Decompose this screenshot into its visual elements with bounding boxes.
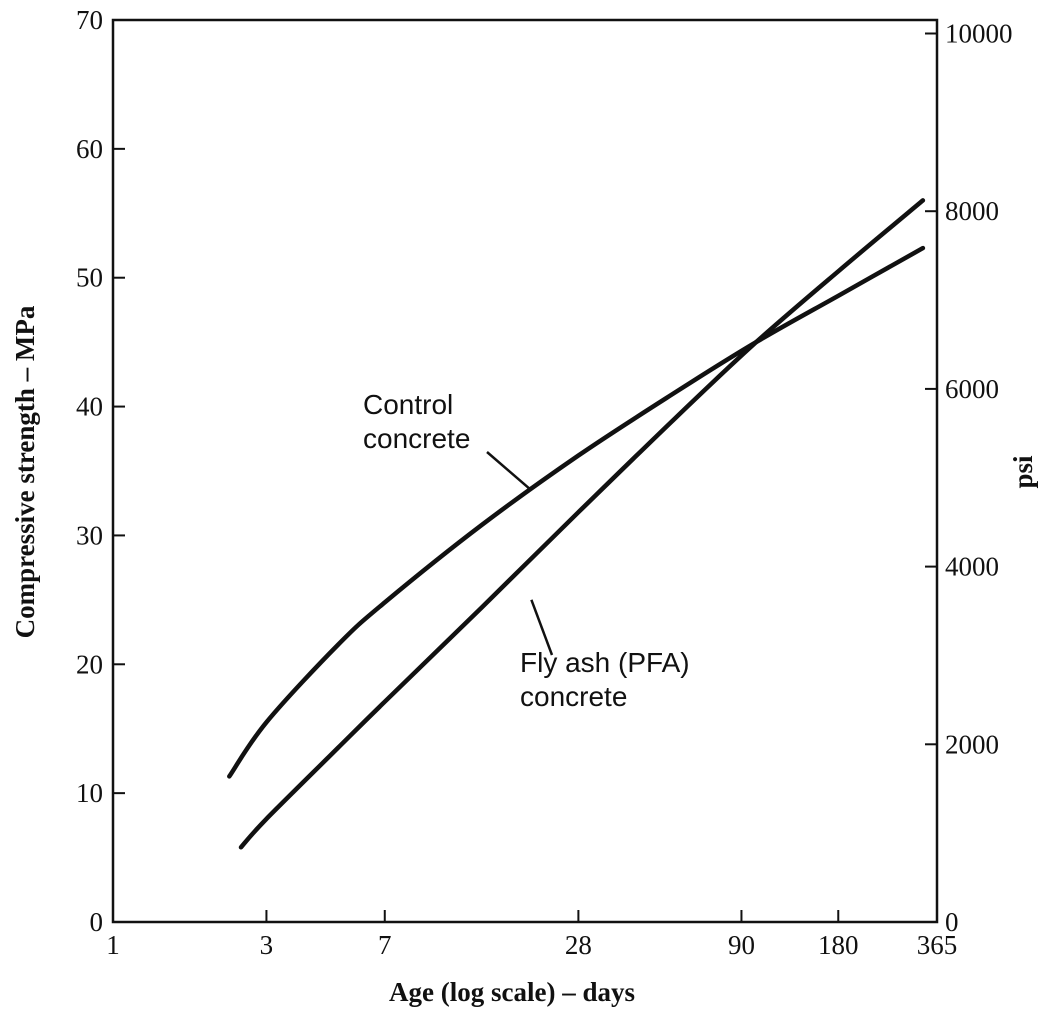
- y2-tick-label: 6000: [945, 374, 999, 404]
- control-leader-line: [486, 451, 533, 492]
- fly-ash-concrete-line: [238, 198, 926, 850]
- series-lines: [227, 198, 926, 850]
- x-tick-label: 3: [260, 930, 274, 960]
- flyash-leader-line: [530, 599, 554, 656]
- plot-frame: [111, 18, 939, 924]
- x-tick-label: 365: [917, 930, 958, 960]
- y2-tick-label: 8000: [945, 196, 999, 226]
- x-tick-label: 28: [565, 930, 592, 960]
- y2-tick-labels: 0 2000 4000 6000 8000 10000: [945, 19, 1013, 937]
- axis-ticks: [113, 32, 937, 923]
- y-tick-label: 20: [76, 649, 103, 679]
- y-tick-label: 10: [76, 778, 103, 808]
- x-tick-label: 7: [378, 930, 392, 960]
- x-tick-label: 1: [106, 930, 120, 960]
- y-tick-label: 70: [76, 5, 103, 35]
- control-label: Control: [363, 389, 453, 420]
- y2-axis-title: psi: [1008, 455, 1038, 489]
- y2-tick-label: 10000: [945, 19, 1013, 49]
- control-label: concrete: [363, 423, 470, 454]
- y-tick-labels: 0 10 20 30 40 50 60 70: [76, 5, 103, 937]
- y-tick-label: 40: [76, 392, 103, 422]
- y-tick-label: 60: [76, 134, 103, 164]
- y-tick-label: 0: [90, 907, 104, 937]
- y2-tick-label: 0: [945, 907, 959, 937]
- x-tick-label: 90: [728, 930, 755, 960]
- y2-tick-label: 2000: [945, 729, 999, 759]
- y-tick-label: 30: [76, 520, 103, 550]
- y2-tick-label: 4000: [945, 552, 999, 582]
- y-axis-title: Compressive strength – MPa: [10, 305, 40, 638]
- flyash-label: Fly ash (PFA): [520, 647, 690, 678]
- x-tick-label: 180: [818, 930, 859, 960]
- flyash-label: concrete: [520, 681, 627, 712]
- x-axis-title: Age (log scale) – days: [389, 977, 635, 1007]
- x-tick-labels: 1 3 7 28 90 180 365: [106, 930, 957, 960]
- y-tick-label: 50: [76, 263, 103, 293]
- control-concrete-line: [227, 245, 926, 779]
